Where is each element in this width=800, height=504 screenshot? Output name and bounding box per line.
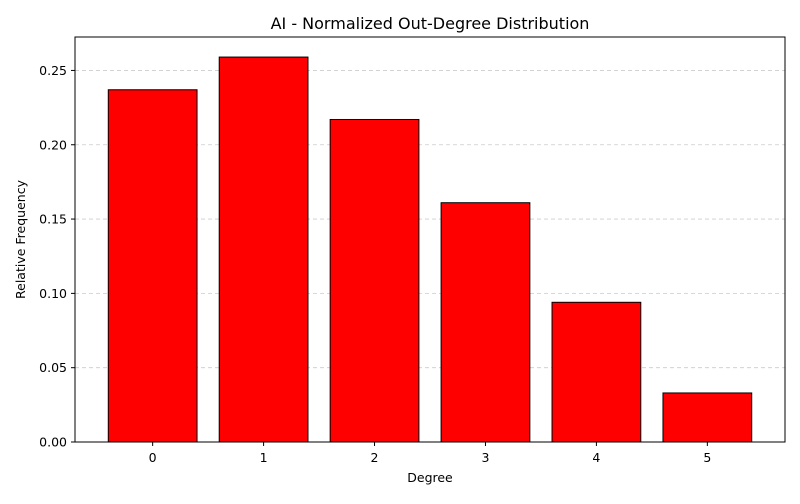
x-axis-label: Degree	[407, 470, 453, 485]
y-tick-label: 0.15	[39, 212, 67, 227]
bar-2	[329, 118, 420, 443]
bar-1	[218, 56, 309, 443]
grid-lines	[75, 70, 785, 369]
x-tick-label: 2	[371, 450, 379, 465]
x-axis-ticks: 0 1 2 3 4 5	[149, 442, 711, 465]
bar-3	[440, 202, 531, 443]
y-axis-ticks: 0.00 0.05 0.10 0.15 0.20 0.25	[39, 63, 75, 450]
plot-frame	[74, 36, 786, 443]
bar-4	[551, 301, 642, 443]
x-tick-label: 3	[481, 450, 489, 465]
y-tick-label: 0.10	[39, 286, 67, 301]
y-axis-label: Relative Frequency	[13, 179, 28, 299]
y-tick-label: 0.05	[39, 360, 67, 375]
x-tick-label: 0	[149, 450, 157, 465]
x-tick-label: 4	[592, 450, 600, 465]
x-tick-label: 5	[703, 450, 711, 465]
bars	[107, 56, 753, 443]
x-tick-label: 1	[260, 450, 268, 465]
bar-0	[107, 89, 198, 443]
y-tick-label: 0.25	[39, 63, 67, 78]
y-tick-label: 0.00	[39, 435, 67, 450]
bar-5	[662, 392, 753, 443]
y-tick-label: 0.20	[39, 137, 67, 152]
chart-title: AI - Normalized Out-Degree Distribution	[271, 14, 590, 33]
